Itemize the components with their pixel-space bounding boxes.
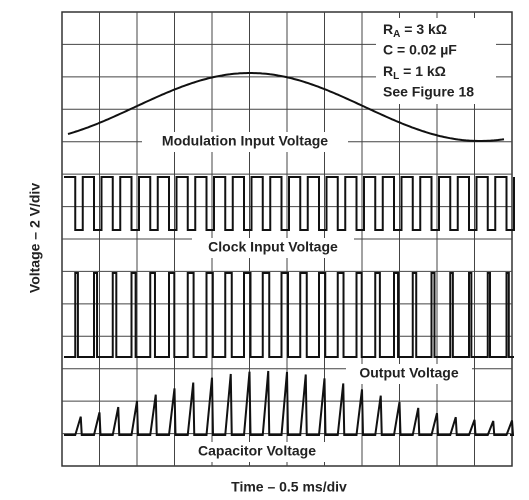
clock-wave: [64, 176, 515, 231]
trace-label: Clock Input Voltage: [208, 239, 338, 255]
trace-label: Output Voltage: [359, 365, 458, 381]
waveforms: [64, 72, 515, 436]
y-axis-label: Voltage – 2 V/div: [27, 183, 43, 293]
legend-c: C = 0.02 µF: [383, 42, 457, 58]
trace-label: Modulation Input Voltage: [162, 133, 328, 149]
x-axis-label: Time – 0.5 ms/div: [231, 479, 347, 495]
trace-label: Capacitor Voltage: [198, 443, 316, 459]
legend-rl: RL = 1 kΩ: [383, 63, 446, 82]
capacitor-wave: [64, 370, 515, 436]
label-bg: [142, 132, 348, 152]
legend-figure: See Figure 18: [383, 84, 474, 100]
legend-ra: RA = 3 kΩ: [383, 21, 447, 40]
label-bg: [183, 442, 331, 462]
label-bg: [346, 364, 472, 384]
label-bg: [192, 238, 354, 258]
legend-bg: [376, 18, 496, 104]
modulation-wave: [67, 72, 505, 142]
output-wave: [64, 272, 514, 358]
